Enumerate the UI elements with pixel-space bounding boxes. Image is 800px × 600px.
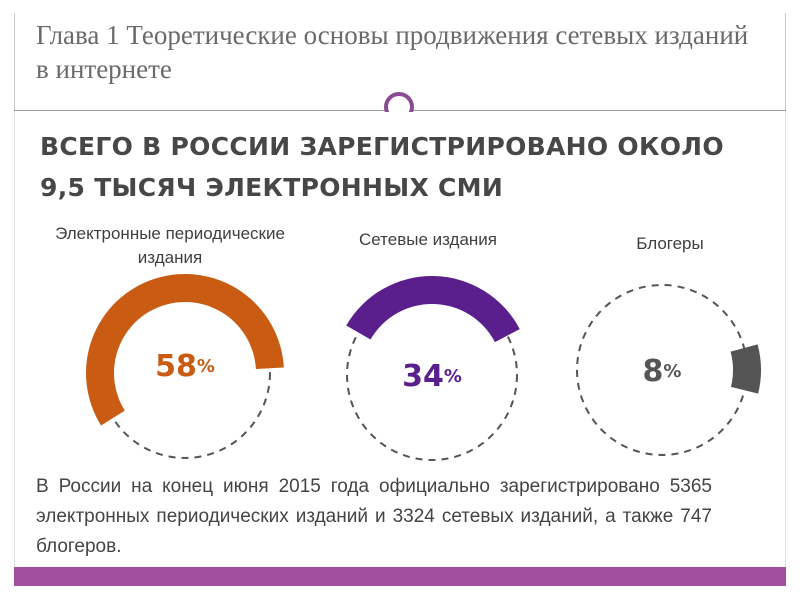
donut-ring-online-media <box>346 289 518 461</box>
chart-label-bloggers: Блогеры <box>636 234 704 253</box>
chart-label-online-media: Сетевые издания <box>358 230 498 249</box>
donut-value-label-bloggers: 8% <box>643 354 682 389</box>
infographic-caption: В России на конец июня 2015 года официал… <box>36 476 712 557</box>
title-frame <box>14 13 786 113</box>
donut-segment-online-media <box>346 276 520 343</box>
donut-value-label-periodicals: 58% <box>155 349 215 384</box>
infographic-headline: ВСЕГО В РОССИИ ЗАРЕГИСТРИРОВАНО ОКОЛО 9,… <box>40 132 724 202</box>
chart-label-periodicals: Электронные периодические издания <box>55 224 285 267</box>
slide-title: Глава 1 Теоретические основы продвижения… <box>36 20 749 84</box>
infographic-panel <box>14 112 786 567</box>
donut-segment-periodicals <box>85 274 284 426</box>
donut-segment-bloggers <box>730 344 761 394</box>
bottom-accent-bar <box>14 567 786 586</box>
donut-value-label-online-media: 34% <box>402 359 462 394</box>
